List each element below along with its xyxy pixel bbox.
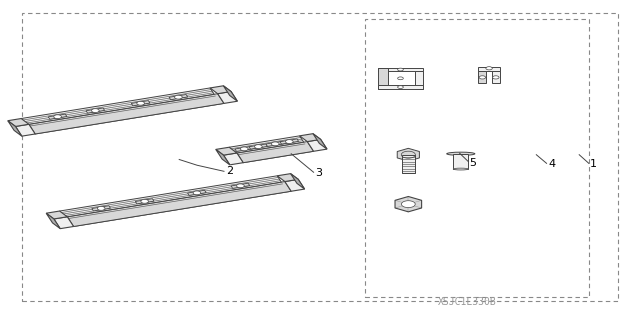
Polygon shape	[28, 98, 224, 134]
Polygon shape	[249, 144, 268, 149]
Polygon shape	[415, 71, 424, 89]
Circle shape	[479, 76, 486, 79]
Circle shape	[285, 140, 293, 144]
Polygon shape	[223, 86, 237, 101]
Text: XSJC1L330B: XSJC1L330B	[438, 297, 497, 307]
Polygon shape	[395, 197, 422, 212]
Polygon shape	[216, 147, 237, 155]
Polygon shape	[46, 211, 67, 219]
Polygon shape	[135, 199, 154, 204]
Circle shape	[175, 95, 182, 99]
Bar	[402, 155, 415, 173]
Polygon shape	[266, 141, 285, 146]
Circle shape	[141, 199, 148, 203]
Polygon shape	[237, 142, 314, 163]
Polygon shape	[307, 139, 327, 151]
Text: 2: 2	[226, 166, 233, 176]
Polygon shape	[231, 183, 250, 189]
Polygon shape	[66, 186, 291, 226]
Text: 5: 5	[469, 158, 476, 168]
Polygon shape	[291, 174, 305, 189]
Circle shape	[397, 77, 403, 80]
Text: 1: 1	[590, 159, 597, 169]
Polygon shape	[86, 108, 104, 113]
Polygon shape	[15, 124, 35, 136]
Polygon shape	[223, 153, 243, 165]
Text: 3: 3	[315, 168, 322, 178]
Polygon shape	[492, 71, 500, 83]
Polygon shape	[218, 92, 237, 103]
Ellipse shape	[453, 168, 468, 170]
Polygon shape	[236, 145, 314, 163]
Polygon shape	[46, 213, 60, 229]
Circle shape	[237, 184, 244, 188]
Ellipse shape	[447, 152, 475, 155]
Text: 4: 4	[548, 159, 556, 169]
Polygon shape	[378, 68, 424, 71]
Polygon shape	[169, 94, 188, 100]
Circle shape	[486, 67, 492, 70]
Polygon shape	[67, 182, 291, 226]
Polygon shape	[478, 71, 486, 83]
Polygon shape	[300, 134, 321, 142]
Circle shape	[255, 145, 262, 149]
Bar	[453, 154, 468, 169]
Polygon shape	[21, 88, 216, 128]
Circle shape	[397, 68, 403, 71]
Polygon shape	[277, 174, 298, 182]
Polygon shape	[235, 146, 253, 152]
Polygon shape	[8, 121, 22, 136]
Circle shape	[401, 201, 415, 208]
Polygon shape	[280, 139, 299, 144]
Circle shape	[397, 86, 403, 88]
Circle shape	[271, 142, 279, 146]
Circle shape	[493, 76, 499, 79]
Polygon shape	[60, 176, 284, 221]
Circle shape	[54, 115, 61, 119]
Polygon shape	[378, 85, 424, 89]
Circle shape	[97, 206, 105, 210]
Polygon shape	[285, 179, 305, 191]
Circle shape	[137, 101, 145, 105]
Polygon shape	[210, 86, 231, 94]
Polygon shape	[29, 94, 224, 134]
Polygon shape	[188, 190, 206, 196]
Polygon shape	[48, 114, 67, 119]
Circle shape	[193, 191, 201, 195]
Polygon shape	[313, 134, 327, 149]
Circle shape	[241, 147, 248, 151]
Polygon shape	[478, 67, 500, 71]
Polygon shape	[229, 136, 306, 157]
Polygon shape	[378, 68, 388, 89]
Bar	[365, 19, 589, 297]
Polygon shape	[8, 119, 29, 126]
Polygon shape	[131, 100, 150, 106]
Polygon shape	[216, 149, 230, 165]
Polygon shape	[54, 217, 74, 229]
Polygon shape	[397, 148, 419, 161]
Polygon shape	[92, 206, 111, 211]
Circle shape	[92, 109, 99, 113]
